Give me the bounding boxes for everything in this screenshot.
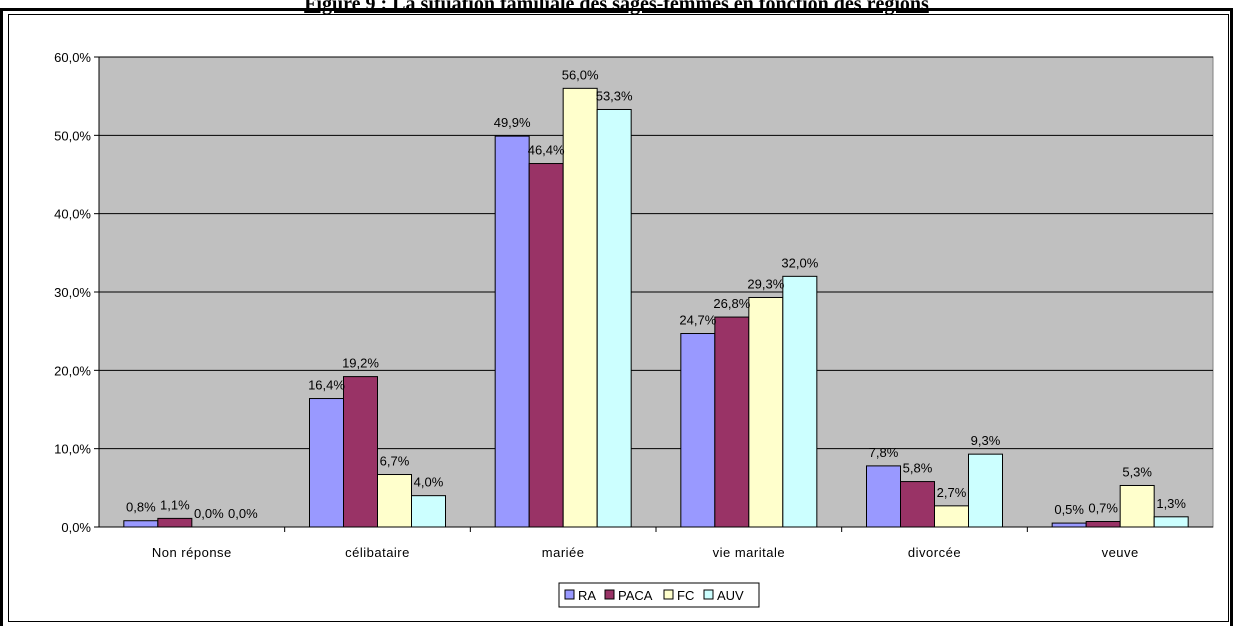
legend-swatch-auv [703, 589, 714, 600]
data-label: 29,3% [747, 276, 784, 291]
x-tick-label: divorcée [908, 545, 961, 560]
x-tick-label: mariée [542, 545, 585, 560]
data-label: 5,8% [903, 461, 933, 476]
data-label: 1,1% [160, 497, 190, 512]
data-label: 0,5% [1054, 502, 1084, 517]
data-label: 7,8% [869, 445, 899, 460]
chart-frame: 0,0% 10,0% 20,0% 30,0% 40,0% 50,0% 60,0% Non ré… [8, 14, 1229, 622]
data-label: 46,4% [528, 143, 565, 158]
y-tick-label: 0,0% [61, 520, 91, 535]
y-tick-label: 40,0% [54, 207, 91, 222]
data-labels: 0,8% 1,1% 0,0% 0,0% 16,4% 19,2% 6,7% 4,0% 49,9% 4… [126, 67, 1186, 521]
data-label: 0,0% [228, 506, 258, 521]
bar-ra [866, 465, 901, 528]
bar-fc [562, 87, 598, 528]
bar-fc [1119, 484, 1155, 528]
legend-label: RA [578, 588, 596, 603]
bar-auv [596, 108, 632, 528]
bar-ra [123, 520, 159, 528]
y-tick-label: 30,0% [54, 285, 91, 300]
bar-fc [377, 474, 412, 528]
bar-paca [157, 517, 193, 528]
bar-paca [1085, 521, 1121, 528]
data-label: 1,3% [1156, 496, 1186, 511]
legend-label: AUV [717, 588, 744, 603]
bar-ra [1051, 522, 1087, 528]
legend-label: FC [677, 588, 694, 603]
bar-paca [343, 376, 378, 528]
data-label: 26,8% [713, 296, 750, 311]
y-tick-label: 20,0% [54, 363, 91, 378]
data-label: 16,4% [308, 378, 345, 393]
data-label: 0,7% [1088, 501, 1118, 516]
data-label: 0,0% [194, 506, 224, 521]
legend-label: PACA [618, 588, 653, 603]
data-label: 32,0% [781, 255, 818, 270]
data-label: 53,3% [596, 88, 633, 103]
data-label: 6,7% [380, 454, 410, 469]
data-label: 2,7% [937, 485, 967, 500]
bar-ra [680, 333, 716, 528]
bar-paca [714, 316, 750, 528]
data-label: 0,8% [126, 500, 156, 515]
legend-swatch-paca [604, 589, 615, 600]
legend: RA PACA FC AUV [558, 582, 760, 608]
y-tick-label: 10,0% [54, 442, 91, 457]
bar-paca [528, 163, 564, 528]
axes: 0,0% 10,0% 20,0% 30,0% 40,0% 50,0% 60,0% Non ré… [54, 50, 1213, 560]
outer-frame [0, 8, 1233, 626]
data-label: 5,3% [1122, 464, 1152, 479]
y-tick-label: 50,0% [54, 128, 91, 143]
x-tick-label: célibataire [345, 545, 410, 560]
data-label: 19,2% [342, 356, 379, 371]
bar-ra [494, 135, 530, 528]
bar-auv [1153, 516, 1189, 528]
bars [123, 87, 1189, 528]
data-label: 56,0% [562, 67, 599, 82]
legend-box [558, 582, 760, 608]
x-tick-label: vie maritale [713, 545, 785, 560]
data-label: 49,9% [494, 115, 531, 130]
y-tick-label: 60,0% [54, 50, 91, 65]
gridlines [99, 56, 1213, 450]
bar-chart: 0,0% 10,0% 20,0% 30,0% 40,0% 50,0% 60,0% Non ré… [54, 50, 1214, 608]
bar-auv [968, 453, 1003, 528]
bar-fc [748, 296, 784, 528]
bar-paca [900, 481, 935, 528]
data-label: 9,3% [971, 433, 1001, 448]
legend-swatch-ra [564, 589, 575, 600]
data-label: 4,0% [414, 475, 444, 490]
x-tick-label: veuve [1102, 545, 1139, 560]
data-label: 24,7% [679, 313, 716, 328]
legend-swatch-fc [663, 589, 674, 600]
bar-auv [411, 495, 446, 528]
bar-fc [934, 505, 969, 528]
x-tick-label: Non réponse [152, 545, 232, 560]
bar-ra [309, 398, 344, 528]
bar-auv [782, 275, 818, 528]
